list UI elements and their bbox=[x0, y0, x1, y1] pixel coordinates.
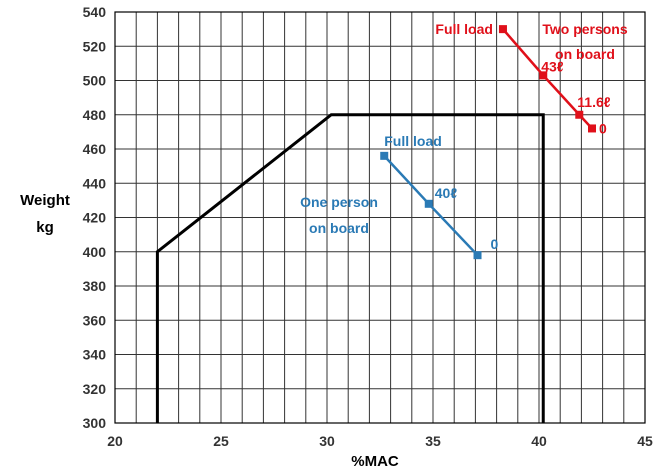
series-label-one_person: One person bbox=[300, 194, 378, 210]
data-point-one_person bbox=[424, 199, 433, 208]
y-tick-label: 380 bbox=[83, 278, 107, 294]
series-label-two_persons: on board bbox=[555, 46, 615, 62]
cg-envelope bbox=[155, 113, 545, 423]
y-axis-title-line1: Weight bbox=[20, 192, 70, 209]
x-tick-label: 20 bbox=[107, 433, 123, 449]
series bbox=[380, 25, 596, 260]
series-line-two_persons bbox=[502, 28, 593, 130]
x-tick-label: 35 bbox=[425, 433, 441, 449]
grid bbox=[115, 12, 645, 423]
data-point-one_person bbox=[380, 151, 389, 160]
x-tick-label: 45 bbox=[637, 433, 653, 449]
point-label-one_person: 40ℓ bbox=[435, 185, 458, 201]
point-label-two_persons: Full load bbox=[435, 21, 493, 37]
series-label-one_person: on board bbox=[309, 220, 369, 236]
y-tick-label: 400 bbox=[83, 244, 107, 260]
y-axis-title-line2: kg bbox=[36, 219, 54, 236]
point-label-two_persons: 0 bbox=[599, 120, 607, 136]
y-tick-label: 420 bbox=[83, 210, 107, 226]
data-point-two_persons bbox=[539, 71, 548, 80]
x-tick-label: 30 bbox=[319, 433, 335, 449]
x-tick-label: 40 bbox=[531, 433, 547, 449]
y-tick-label: 360 bbox=[83, 312, 107, 328]
plot-border bbox=[114, 11, 646, 424]
x-tick-label: 25 bbox=[213, 433, 229, 449]
x-axis-title: %MAC bbox=[351, 453, 399, 470]
annotations: Full load 40ℓ 0 Full load 43ℓ 11.6ℓ 0 One perso… bbox=[300, 21, 628, 252]
y-tick-labels: 300 320 340 360 380 400 420 440 460 480 500 520 540 bbox=[83, 4, 107, 431]
data-point-two_persons bbox=[588, 124, 596, 133]
data-point-one_person bbox=[473, 251, 482, 260]
point-label-one_person: Full load bbox=[384, 133, 442, 149]
data-point-two_persons bbox=[498, 25, 507, 34]
y-tick-label: 460 bbox=[83, 141, 107, 157]
y-tick-label: 520 bbox=[83, 38, 107, 54]
point-label-two_persons: 11.6ℓ bbox=[577, 94, 610, 110]
series-label-two_persons: Two persons bbox=[542, 21, 628, 37]
x-tick-labels: 20 25 30 35 40 45 bbox=[107, 433, 653, 449]
y-tick-label: 540 bbox=[83, 4, 107, 20]
y-tick-label: 480 bbox=[83, 107, 107, 123]
y-tick-label: 440 bbox=[83, 175, 107, 191]
y-tick-label: 320 bbox=[83, 381, 107, 397]
envelope-line bbox=[155, 113, 545, 423]
data-point-two_persons bbox=[575, 110, 584, 119]
point-label-two_persons: 43ℓ bbox=[541, 58, 564, 74]
y-tick-label: 500 bbox=[83, 73, 107, 89]
y-tick-label: 300 bbox=[83, 415, 107, 431]
y-tick-label: 340 bbox=[83, 347, 107, 363]
point-label-one_person: 0 bbox=[491, 236, 499, 252]
